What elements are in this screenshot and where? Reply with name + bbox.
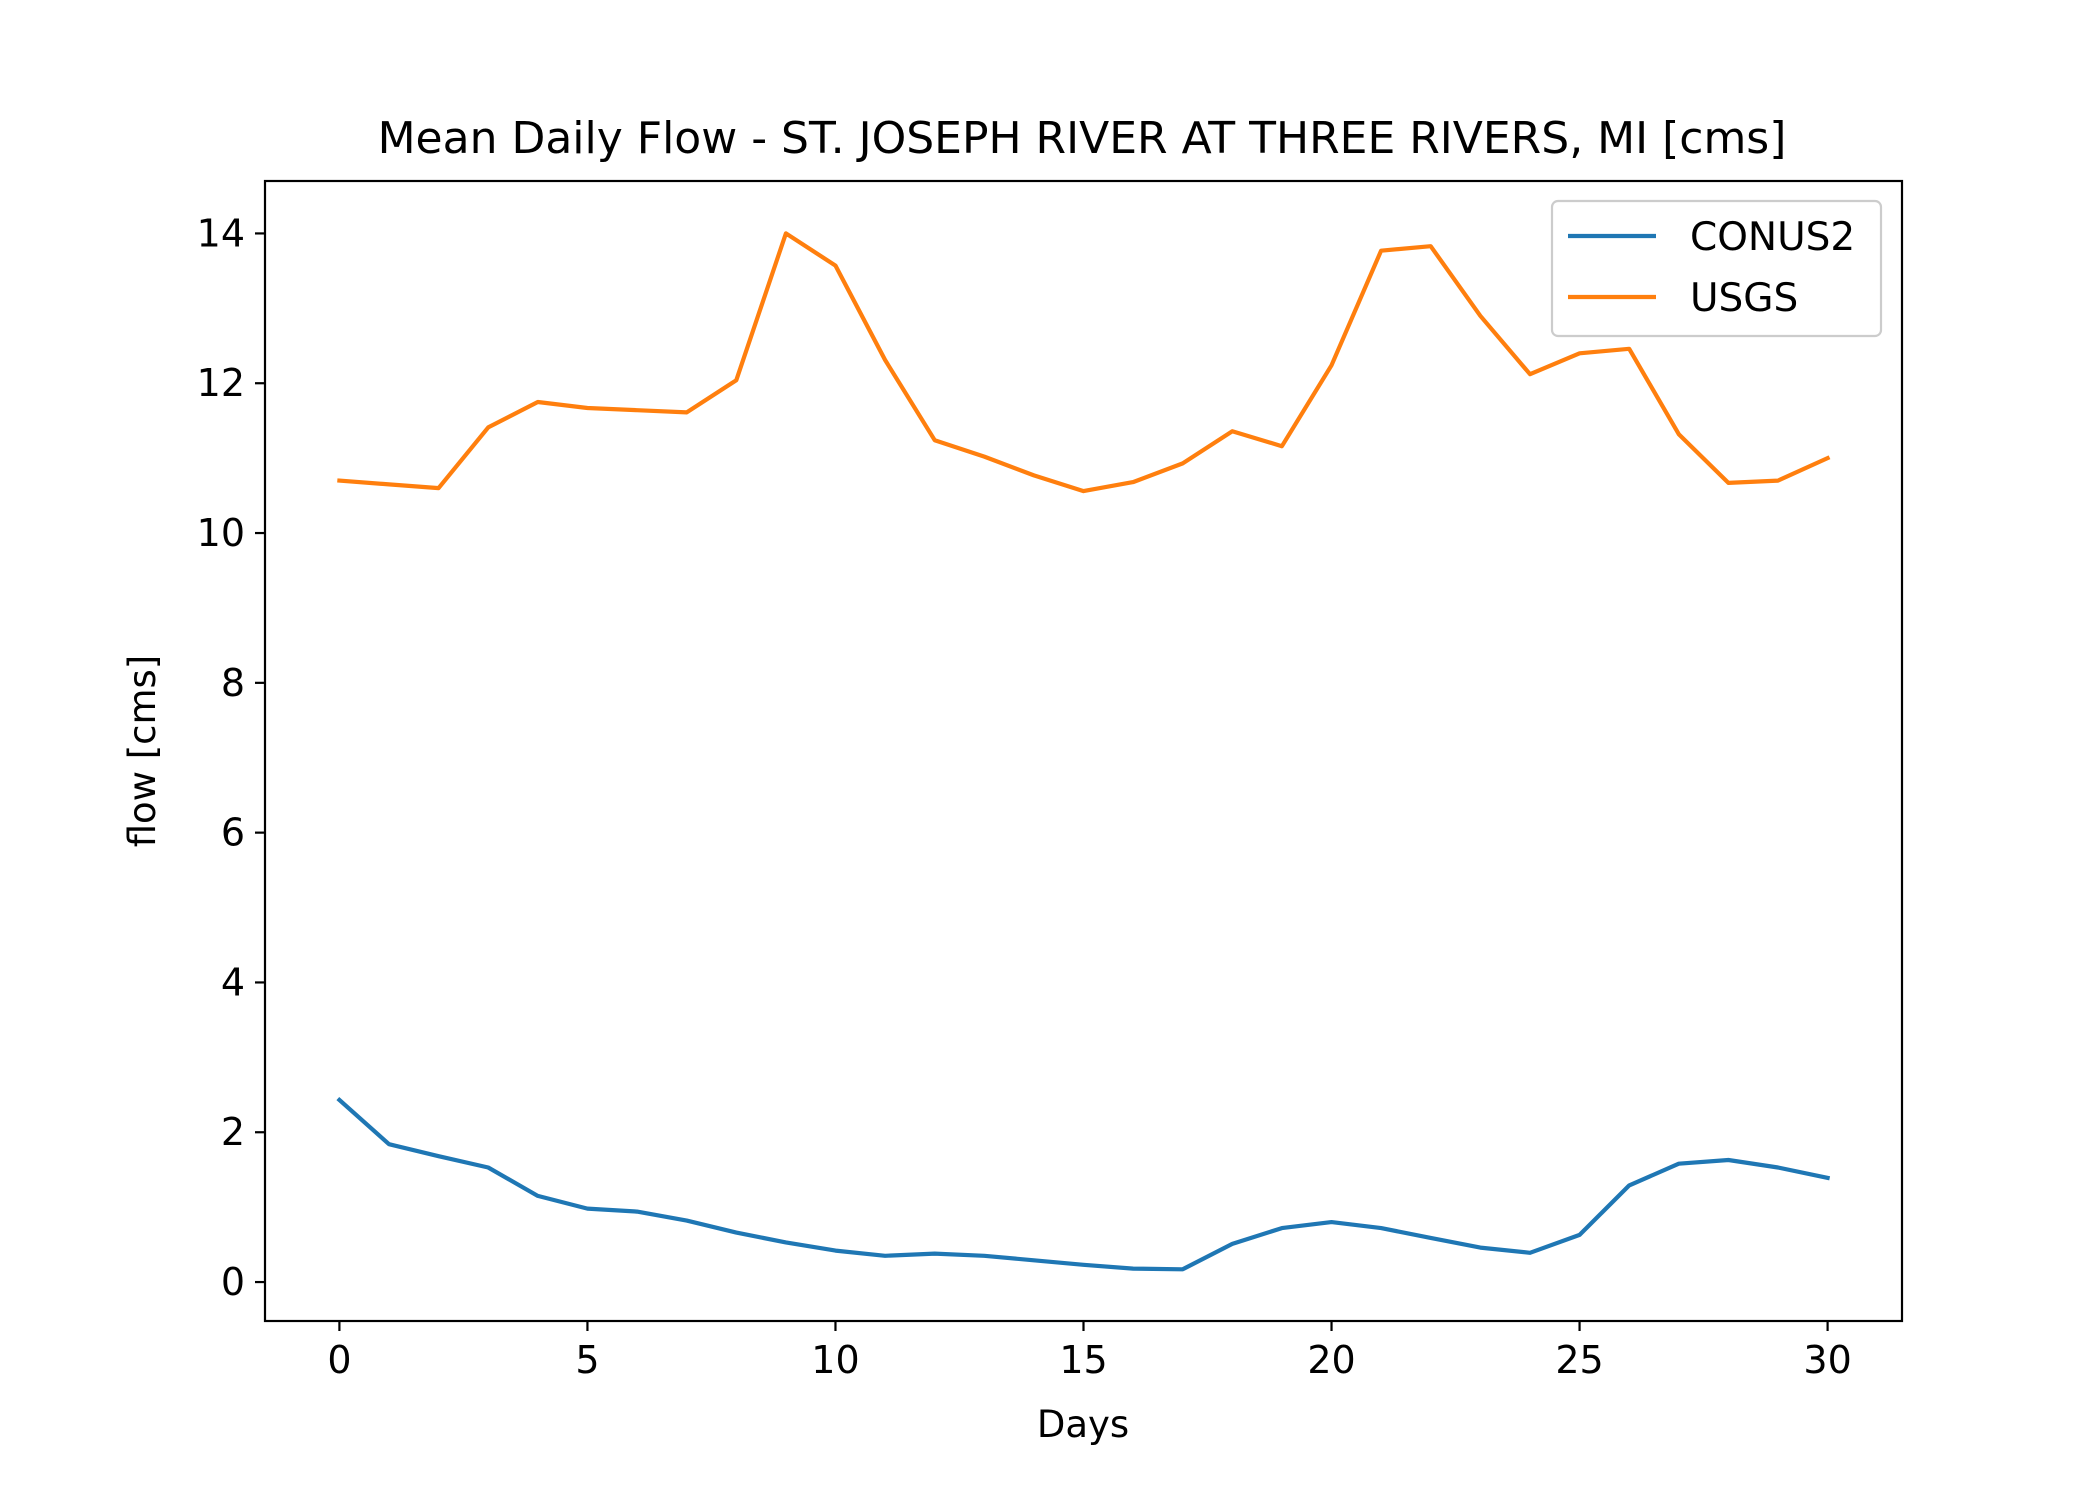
y-axis-label: flow [cms]: [121, 655, 164, 848]
y-tick-label: 0: [221, 1260, 245, 1304]
y-tick-label: 6: [221, 811, 245, 855]
x-tick-label: 20: [1307, 1338, 1355, 1382]
y-axis-ticks: 0 2 4 6 8 10 12 14: [197, 211, 265, 1304]
x-axis-label: Days: [1037, 1403, 1129, 1446]
x-tick-label: 0: [327, 1338, 351, 1382]
plot-area: 0 5 10 15 20 25 30 0 2 4 6 8 10 12 14: [197, 179, 1904, 1382]
y-tick-label: 10: [197, 511, 245, 555]
x-tick-label: 10: [811, 1338, 859, 1382]
x-tick-label: 15: [1059, 1338, 1107, 1382]
x-tick-label: 5: [575, 1338, 599, 1382]
x-tick-label: 25: [1555, 1338, 1603, 1382]
x-tick-label: 30: [1803, 1338, 1851, 1382]
series-layer: [336, 231, 1831, 1272]
y-tick-label: 8: [221, 661, 245, 705]
x-axis-ticks: 0 5 10 15 20 25 30: [327, 1321, 1852, 1382]
y-tick-label: 4: [221, 960, 245, 1004]
legend-label-usgs: USGS: [1690, 276, 1798, 321]
y-tick-label: 12: [197, 361, 245, 405]
legend: CONUS2 USGS: [1550, 199, 1883, 338]
y-tick-label: 14: [197, 211, 245, 255]
series-line-conus2: [336, 1097, 1831, 1272]
legend-label-conus2: CONUS2: [1690, 215, 1855, 260]
chart-title: Mean Daily Flow - ST. JOSEPH RIVER AT TH…: [378, 113, 1787, 164]
y-tick-label: 2: [221, 1110, 245, 1154]
series-line-usgs: [337, 231, 1831, 494]
